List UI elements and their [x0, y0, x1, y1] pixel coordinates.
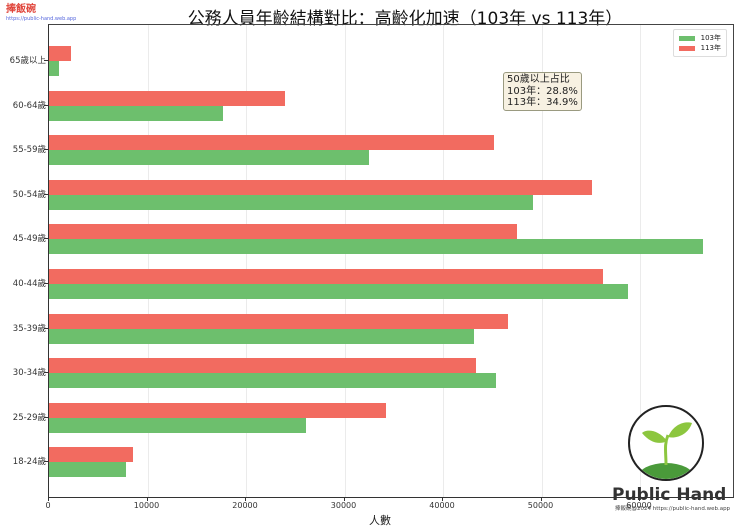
y-tick	[44, 193, 48, 195]
bar-103-8	[49, 417, 307, 433]
bar-113-7	[49, 358, 476, 374]
x-tick-label: 0	[45, 501, 51, 510]
y-tick	[44, 327, 48, 329]
legend-label-103: 103年	[700, 34, 721, 42]
x-tick	[48, 498, 49, 501]
x-tick-label: 30000	[330, 501, 357, 510]
y-tick	[44, 461, 48, 463]
bar-103-1	[49, 105, 224, 121]
x-tick	[146, 498, 148, 501]
bar-103-3	[49, 194, 533, 210]
bar-103-5	[49, 284, 629, 299]
x-tick-label: 60000	[626, 501, 652, 510]
x-tick-label: 40000	[429, 501, 455, 510]
gridline	[443, 25, 444, 497]
x-tick	[639, 498, 640, 501]
legend-swatch-113	[678, 45, 695, 51]
brand-name: 捧飯碗	[6, 4, 36, 15]
logo-text: Public Hand	[612, 485, 727, 505]
bar-103-7	[49, 373, 497, 389]
y-tick-label: 40-44歲	[12, 279, 46, 289]
y-tick-label: 25-29歲	[12, 412, 46, 423]
legend-label-113: 113年	[700, 44, 721, 52]
y-tick-label: 55-59歲	[12, 145, 46, 156]
gridline	[344, 25, 346, 497]
x-tick	[343, 498, 345, 501]
y-tick	[44, 60, 48, 61]
brand-url: https://public-hand.web.app	[6, 16, 77, 22]
y-tick	[44, 104, 48, 106]
annotation-line: 103年：28.8%	[507, 85, 578, 97]
y-tick	[44, 283, 48, 284]
bar-113-6	[49, 313, 508, 329]
x-axis-title: 人數	[369, 514, 391, 527]
y-tick-label: 60-64歲	[12, 100, 46, 111]
annotation-line: 50歲以上占比	[507, 74, 570, 85]
y-tick-label: 35-39歲	[12, 323, 46, 334]
x-tick-label: 10000	[133, 501, 160, 510]
bar-103-4	[49, 239, 704, 255]
y-tick-label: 50-54歲	[12, 189, 46, 200]
bar-103-9	[49, 462, 126, 478]
legend-item-113: 113年	[678, 43, 721, 53]
bar-103-0	[49, 61, 59, 76]
bar-113-1	[49, 90, 286, 106]
gridline	[246, 25, 247, 497]
y-tick	[44, 149, 48, 151]
bar-113-9	[49, 447, 133, 463]
bar-103-2	[49, 150, 370, 166]
gridline	[640, 25, 641, 497]
legend-item-103: 103年	[678, 33, 721, 43]
brand: 捧飯碗 https://public-hand.web.app	[6, 4, 76, 23]
x-tick	[540, 498, 542, 501]
bar-113-8	[49, 402, 386, 418]
sprout-icon	[628, 405, 704, 481]
bar-113-4	[49, 224, 517, 240]
annotation-box: 50歲以上占比 103年：28.8% 113年：34.9%	[503, 72, 582, 111]
gridline	[147, 25, 149, 497]
y-tick	[44, 416, 48, 418]
x-tick-label: 20000	[232, 501, 258, 510]
legend: 103年 113年	[672, 29, 727, 57]
y-tick-label: 30-34歲	[12, 368, 46, 379]
y-tick-label: 65歲以上	[9, 56, 46, 66]
bar-113-2	[49, 135, 495, 151]
bar-113-5	[49, 269, 603, 284]
bar-113-3	[49, 179, 592, 195]
x-tick	[442, 498, 443, 501]
gridline	[541, 25, 543, 497]
plot-area: 103年 113年	[48, 24, 734, 498]
x-tick	[245, 498, 246, 501]
y-tick	[44, 238, 48, 240]
legend-swatch-103	[678, 35, 695, 41]
y-tick-label: 18-24歲	[12, 457, 46, 468]
x-tick-label: 50000	[527, 501, 554, 510]
bar-103-6	[49, 328, 474, 344]
bar-113-0	[49, 46, 71, 61]
y-tick	[44, 372, 48, 374]
y-tick-label: 45-49歲	[12, 234, 46, 245]
logo-subtext: 捧飯碗@2024 https://public-hand.web.app	[615, 506, 731, 512]
annotation-line: 113年：34.9%	[507, 97, 578, 108]
